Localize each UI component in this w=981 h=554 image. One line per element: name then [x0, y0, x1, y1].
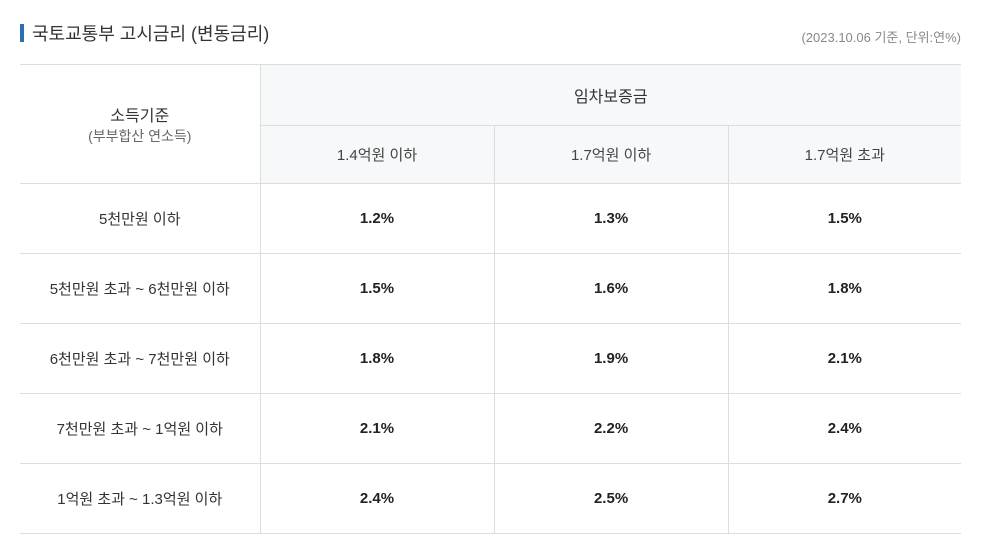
header-col-1: 1.7억원 이하 [494, 126, 728, 184]
header-income-label: 소득기준 (부부합산 연소득) [20, 65, 260, 184]
section-title: 국토교통부 고시금리 (변동금리) [32, 20, 269, 46]
rate-cell: 1.5% [260, 254, 494, 324]
row-label: 7천만원 초과 ~ 1억원 이하 [20, 394, 260, 464]
table-row: 5천만원 초과 ~ 6천만원 이하 1.5% 1.6% 1.8% [20, 254, 961, 324]
rate-cell: 1.9% [494, 324, 728, 394]
rate-cell: 2.7% [728, 464, 961, 534]
table-row: 6천만원 초과 ~ 7천만원 이하 1.8% 1.9% 2.1% [20, 324, 961, 394]
header-income-line2: (부부합산 연소득) [40, 126, 240, 146]
title-wrap: 국토교통부 고시금리 (변동금리) [20, 20, 269, 46]
meta-info: (2023.10.06 기준, 단위:연%) [801, 27, 961, 46]
rate-cell: 2.1% [260, 394, 494, 464]
header-col-2: 1.7억원 초과 [728, 126, 961, 184]
row-label: 1억원 초과 ~ 1.3억원 이하 [20, 464, 260, 534]
rate-table: 소득기준 (부부합산 연소득) 임차보증금 1.4억원 이하 1.7억원 이하 … [20, 64, 961, 534]
rate-cell: 2.4% [728, 394, 961, 464]
table-row: 5천만원 이하 1.2% 1.3% 1.5% [20, 184, 961, 254]
row-label: 6천만원 초과 ~ 7천만원 이하 [20, 324, 260, 394]
table-body: 5천만원 이하 1.2% 1.3% 1.5% 5천만원 초과 ~ 6천만원 이하… [20, 184, 961, 534]
rate-cell: 1.6% [494, 254, 728, 324]
rate-cell: 1.5% [728, 184, 961, 254]
table-row: 7천만원 초과 ~ 1억원 이하 2.1% 2.2% 2.4% [20, 394, 961, 464]
rate-cell: 2.5% [494, 464, 728, 534]
row-label: 5천만원 이하 [20, 184, 260, 254]
rate-cell: 2.1% [728, 324, 961, 394]
row-label: 5천만원 초과 ~ 6천만원 이하 [20, 254, 260, 324]
rate-cell: 2.4% [260, 464, 494, 534]
header-row: 국토교통부 고시금리 (변동금리) (2023.10.06 기준, 단위:연%) [20, 20, 961, 46]
rate-cell: 1.8% [728, 254, 961, 324]
title-accent-bar [20, 24, 24, 42]
header-income-line1: 소득기준 [40, 102, 240, 126]
rate-cell: 1.8% [260, 324, 494, 394]
header-deposit-group: 임차보증금 [260, 65, 961, 126]
rate-cell: 2.2% [494, 394, 728, 464]
header-col-0: 1.4억원 이하 [260, 126, 494, 184]
rate-cell: 1.2% [260, 184, 494, 254]
table-row: 1억원 초과 ~ 1.3억원 이하 2.4% 2.5% 2.7% [20, 464, 961, 534]
rate-cell: 1.3% [494, 184, 728, 254]
